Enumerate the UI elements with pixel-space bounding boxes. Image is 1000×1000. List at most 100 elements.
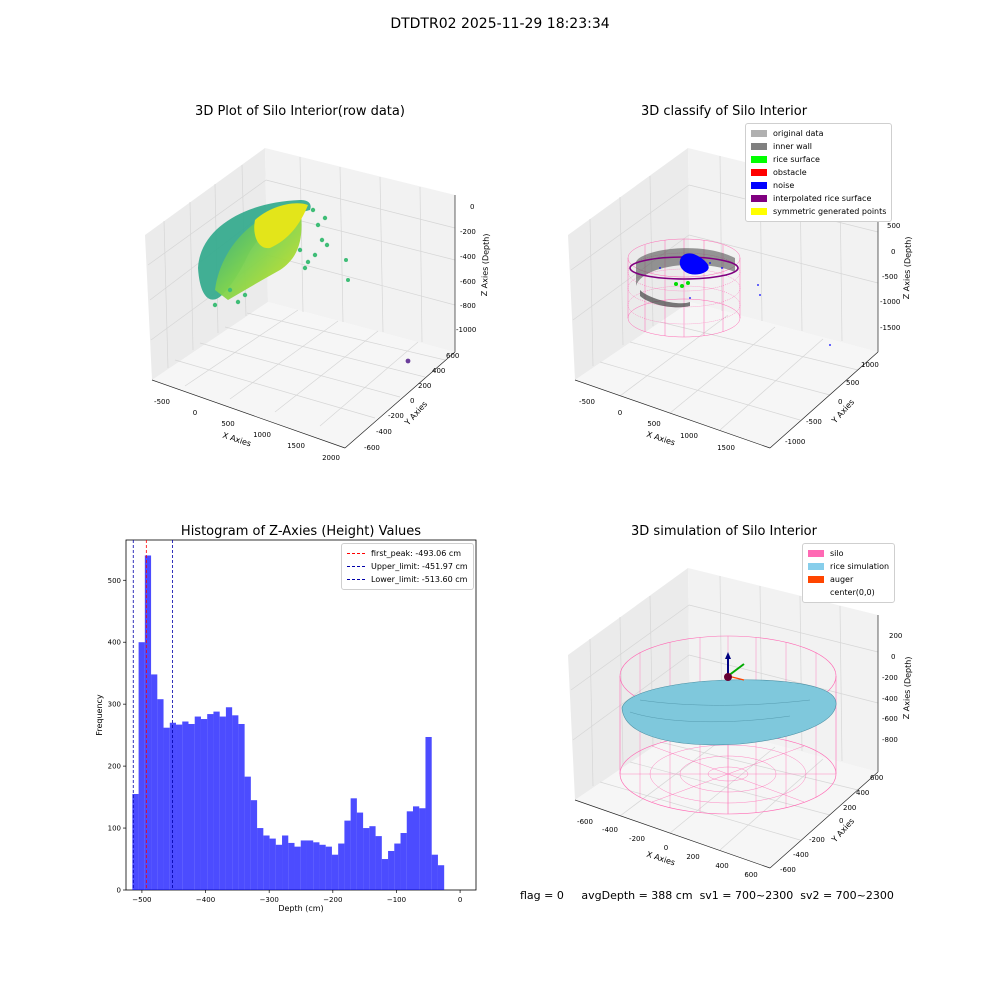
histogram-bar <box>375 836 382 890</box>
simulation-ztick: 0 <box>891 653 895 661</box>
histogram-bar <box>151 674 158 890</box>
histogram-bar <box>350 798 357 890</box>
legend-label: rice simulation <box>830 562 890 571</box>
classify-ztick: -1500 <box>880 324 900 332</box>
histogram-bar <box>294 846 301 890</box>
histogram-bar <box>313 842 320 890</box>
histogram-bar <box>163 727 170 890</box>
legend-label: inner wall <box>773 142 813 151</box>
histogram-ytick-label: 0 <box>117 887 121 895</box>
classify-legend: original data inner wall rice surface ob… <box>745 123 893 222</box>
raw-xtick: 500 <box>221 420 234 428</box>
histogram-bar <box>194 716 201 890</box>
legend-label: rice surface <box>773 155 820 164</box>
histogram-bar <box>207 714 214 890</box>
legend-item: original data <box>751 127 886 140</box>
legend-swatch <box>808 576 824 583</box>
histogram-bar <box>132 793 139 890</box>
histogram-bar <box>169 722 177 890</box>
simulation-xtick: 200 <box>686 853 699 861</box>
simulation-ytick: 600 <box>870 774 883 782</box>
classify-ylabel: Y Axies <box>829 398 856 426</box>
histogram-bar <box>200 719 208 890</box>
raw-point-cloud <box>198 200 411 364</box>
raw-xtick: -500 <box>154 398 170 406</box>
raw-ztick: -400 <box>460 253 476 261</box>
simulation-xtick: 600 <box>744 871 757 879</box>
raw-ytick: 400 <box>432 367 445 375</box>
raw-ytick: -200 <box>388 412 404 420</box>
histogram-axes: −500 −400 −300 −200 −100 0 0 100 200 300 400 500 <box>108 539 477 904</box>
histogram-xtick-label: −100 <box>387 896 406 904</box>
classify-ytick: 500 <box>846 379 859 387</box>
histogram-bar <box>406 811 413 890</box>
simulation-ytick: 200 <box>843 804 856 812</box>
histogram-bar <box>319 844 326 890</box>
histogram-bar <box>288 842 295 890</box>
simulation-ztick: -800 <box>882 736 898 744</box>
raw-ytick: 0 <box>410 397 414 405</box>
raw-xtick: 2000 <box>322 454 340 462</box>
legend-swatch <box>751 130 767 137</box>
histogram-bar <box>213 711 220 890</box>
simulation-panel-title: 3D simulation of Silo Interior <box>631 524 817 539</box>
classify-ztick: -1000 <box>880 298 900 306</box>
histogram-bar <box>300 840 307 890</box>
classify-xtick: 500 <box>647 420 660 428</box>
histogram-bar <box>425 736 432 890</box>
classify-xlabel: X Axies <box>645 430 676 448</box>
histogram-bar <box>381 859 389 890</box>
histogram-bar <box>400 833 407 890</box>
legend-item: rice surface <box>751 153 886 166</box>
raw-xlabel: X Axies <box>221 431 252 449</box>
legend-label: noise <box>773 181 795 190</box>
classify-panel-title: 3D classify of Silo Interior <box>640 104 808 119</box>
raw-xtick: 0 <box>193 409 197 417</box>
simulation-auger <box>724 652 745 681</box>
histogram-bar <box>431 854 438 890</box>
legend-item: first_peak: -493.06 cm <box>347 547 468 560</box>
legend-label: Upper_limit: -451.97 cm <box>371 562 468 571</box>
histogram-bar <box>356 812 364 890</box>
legend-line <box>347 566 365 567</box>
classify-noise-and-surface <box>659 253 831 346</box>
raw-ztick: -1000 <box>456 326 476 334</box>
classify-xtick: 1500 <box>717 444 735 452</box>
legend-label: original data <box>773 129 824 138</box>
simulation-ztick: 200 <box>889 632 902 640</box>
histogram-ytick-label: 300 <box>108 701 121 709</box>
raw-3d-axes <box>145 148 456 449</box>
histogram-bar <box>188 723 195 890</box>
histogram-bar <box>219 716 226 890</box>
raw-ztick: -200 <box>460 228 476 236</box>
classify-ytick: -500 <box>806 418 822 426</box>
raw-ztick: -800 <box>460 302 476 310</box>
classify-ytick: 1000 <box>861 361 879 369</box>
raw-zlabel: Z Axies (Depth) <box>480 233 491 296</box>
simulation-legend: silo rice simulation auger center(0,0) <box>802 543 896 603</box>
raw-ylabel: Y Axies <box>402 400 429 428</box>
histogram-bar <box>282 835 289 890</box>
simulation-ytick: 400 <box>856 789 869 797</box>
histogram-bar <box>182 721 189 890</box>
histogram-bar <box>369 826 376 890</box>
histogram-xlabel: Depth (cm) <box>278 904 323 913</box>
legend-item: Lower_limit: -513.60 cm <box>347 573 468 586</box>
raw-ytick: -600 <box>364 444 380 452</box>
simulation-xtick: -400 <box>602 826 618 834</box>
raw-ytick: 600 <box>446 352 459 360</box>
raw-ytick: 200 <box>418 382 431 390</box>
histogram-bar <box>306 840 314 890</box>
histogram-xtick-label: −300 <box>260 896 279 904</box>
histogram-legend: first_peak: -493.06 cm Upper_limit: -451… <box>341 543 474 590</box>
classify-ytick: -1000 <box>785 438 805 446</box>
histogram-bar <box>157 699 164 890</box>
sv2-text: sv2 = 700~2300 <box>800 889 894 902</box>
legend-swatch <box>808 589 824 596</box>
histogram-bar <box>363 828 370 890</box>
histogram-bar <box>232 715 239 890</box>
histogram-bar <box>138 642 145 890</box>
histogram-bar <box>244 776 251 890</box>
simulation-ytick: -600 <box>780 866 796 874</box>
histogram-bar <box>269 838 276 890</box>
